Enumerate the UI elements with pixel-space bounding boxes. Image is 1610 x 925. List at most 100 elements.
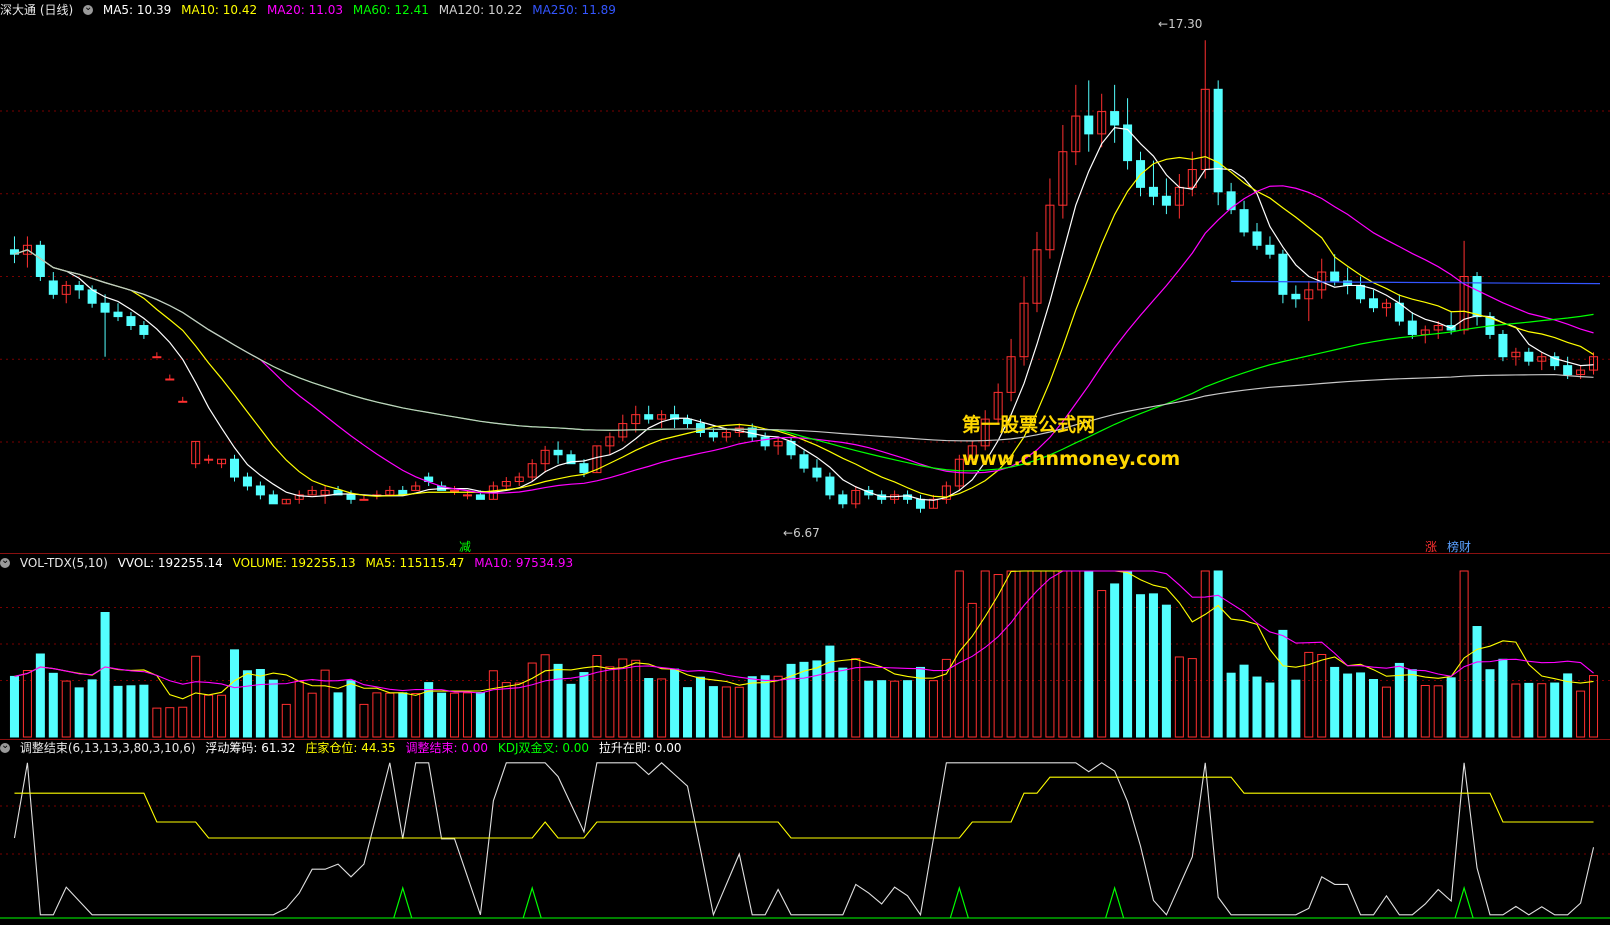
- candle-down: [1407, 320, 1417, 335]
- volume-bar-up: [501, 682, 511, 738]
- candle-up: [631, 414, 641, 425]
- candle-up: [462, 494, 472, 497]
- candle-up: [217, 458, 227, 465]
- candle-down: [1472, 276, 1482, 318]
- volume-bar-up: [1537, 683, 1547, 738]
- volume-bar-down: [242, 670, 252, 738]
- volume-bar-up: [204, 694, 214, 738]
- volume-ma10-line: [14, 570, 1594, 694]
- volume-bar-down: [579, 672, 589, 738]
- candle-down: [74, 284, 84, 291]
- volume-bar-up: [540, 654, 550, 738]
- kdj-signal-marker: [1454, 885, 1474, 919]
- watermark-cn: 第一股票公式网: [962, 414, 1096, 436]
- volume-bar-up: [1058, 570, 1068, 738]
- volume-bar-up: [1420, 685, 1430, 738]
- volume-bar-up: [152, 707, 162, 738]
- dropdown-icon[interactable]: [83, 0, 94, 16]
- candle-up: [1032, 249, 1042, 304]
- volume-bar-up: [1304, 651, 1314, 738]
- candle-down: [113, 311, 123, 318]
- volume-bar-up: [941, 658, 951, 738]
- candle-down: [915, 498, 926, 509]
- volume-bar-up: [1174, 656, 1184, 738]
- volume-bar-down: [48, 672, 58, 738]
- high-price-label: ←17.30: [1158, 17, 1202, 31]
- volume-chart[interactable]: [0, 555, 1610, 740]
- volume-bar-down: [1213, 570, 1223, 738]
- volume-bar-down: [1446, 677, 1456, 738]
- ma250-label: MA250: 11.89: [532, 3, 616, 17]
- volume-bar-up: [1459, 570, 1469, 738]
- volume-bar-up: [450, 692, 460, 738]
- volume-bar-down: [100, 612, 110, 738]
- candle-up: [928, 498, 938, 509]
- candle-down: [799, 454, 809, 469]
- candle-up: [411, 485, 421, 491]
- volume-bar-up: [320, 669, 330, 738]
- candle-up: [993, 391, 1003, 420]
- volume-bar-up: [372, 692, 382, 738]
- volume-bar-down: [126, 685, 136, 738]
- volume-bar-up: [1006, 570, 1016, 738]
- main-panel-header: 深大通 (日线) MA5: 10.39 MA10: 10.42 MA20: 11…: [0, 0, 622, 18]
- volume-dropdown-icon[interactable]: [0, 553, 10, 569]
- candle-up: [204, 458, 214, 461]
- candle-up: [605, 436, 615, 447]
- volume-bar-up: [890, 680, 900, 738]
- price-chart[interactable]: [0, 0, 1610, 550]
- candle-up: [1317, 271, 1327, 291]
- indicator-dropdown-icon[interactable]: [0, 738, 10, 754]
- volume-bar-up: [773, 675, 783, 738]
- candle-up: [1511, 351, 1521, 358]
- volume-bar-down: [1394, 662, 1404, 738]
- high-price-value: 17.30: [1168, 17, 1203, 31]
- volume-bar-down: [644, 678, 654, 738]
- volume-bar-down: [708, 686, 718, 738]
- volume-bar-up: [928, 680, 938, 738]
- candle-down: [1084, 115, 1094, 135]
- volume-bar-up: [657, 678, 667, 738]
- volume-bar-up: [734, 686, 744, 738]
- marker-jian: 减: [459, 540, 472, 554]
- vvol-label: VVOL: 192255.14: [117, 556, 223, 570]
- candle-up: [1187, 169, 1197, 188]
- candle-down: [670, 414, 680, 420]
- ma60-line: [14, 249, 1594, 472]
- candle-up: [320, 489, 330, 496]
- volume-bar-up: [631, 659, 641, 738]
- ma250-line: [1231, 280, 1601, 285]
- volume-bar-down: [695, 676, 705, 738]
- candle-down: [255, 485, 265, 496]
- volume-bar-up: [165, 707, 175, 738]
- volume-bar-down: [229, 649, 240, 738]
- volume-bar-down: [799, 661, 809, 738]
- candle-down: [1252, 231, 1262, 246]
- candle-down: [1368, 298, 1379, 309]
- volume-bar-down: [1278, 629, 1288, 738]
- volume-bar-down: [864, 680, 874, 738]
- candle-down: [825, 476, 835, 496]
- volume-bar-up: [462, 692, 472, 738]
- indicator-chart[interactable]: [0, 740, 1610, 925]
- candle-up: [152, 356, 162, 359]
- volume-bar-down: [1356, 672, 1366, 738]
- candle-down: [100, 302, 110, 313]
- candle-down: [1291, 293, 1301, 300]
- volume-bar-down: [670, 668, 680, 738]
- dealer-position-label: 庄家仓位: 44.35: [305, 741, 396, 755]
- candle-up: [385, 489, 395, 496]
- candle-down: [268, 494, 278, 505]
- kdj-signal-marker: [393, 885, 413, 919]
- volume-bar-down: [437, 692, 447, 738]
- volume-bar-down: [398, 692, 408, 738]
- rally-soon-label: 拉升在即: 0.00: [598, 741, 682, 755]
- candle-up: [514, 476, 524, 483]
- vol-ma5-label: MA5: 115115.47: [365, 556, 465, 570]
- candle-up: [967, 445, 977, 460]
- low-price-value: 6.67: [793, 526, 820, 540]
- candle-down: [333, 489, 343, 496]
- candle-down: [346, 494, 356, 500]
- volume-bar-down: [1368, 679, 1379, 738]
